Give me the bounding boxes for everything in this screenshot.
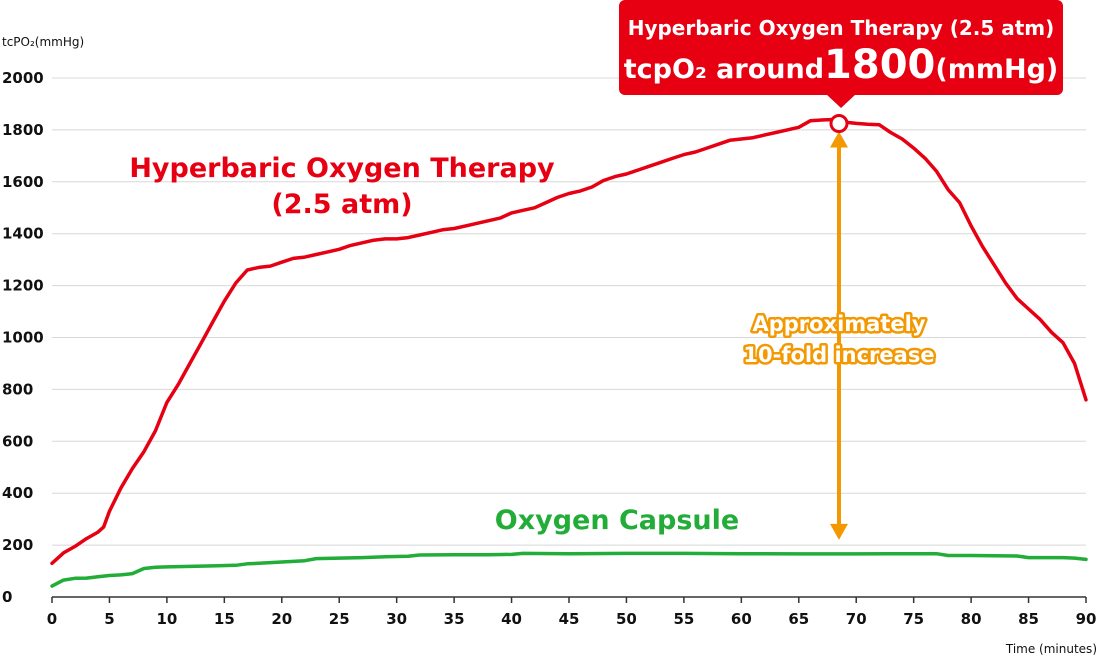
x-tick-20: 20	[271, 610, 292, 628]
y-tick-1800: 1800	[2, 121, 44, 139]
callout-unit: (mmHg)	[935, 54, 1058, 85]
x-tick-80: 80	[961, 610, 982, 628]
capsule-series-label: Oxygen Capsule	[495, 505, 739, 536]
callout-value-line: tcpO₂ around1800(mmHg)	[624, 42, 1058, 88]
y-tick-1200: 1200	[2, 277, 44, 295]
peak-callout: Hyperbaric Oxygen Therapy (2.5 atm) tcpO…	[619, 0, 1063, 108]
y-tick-0: 0	[2, 588, 12, 606]
x-tick-65: 65	[788, 610, 809, 628]
gridlines	[52, 77, 1086, 546]
x-axis-ticks: 0 5 10 15 20 25 30 35 40 45 50 55 60 65 70 75 80 85 90	[47, 597, 1097, 628]
x-tick-40: 40	[501, 610, 522, 628]
y-axis-title: tcPO₂(mmHg)	[2, 35, 84, 49]
hbot-series-label-line2: (2.5 atm)	[271, 189, 412, 220]
x-tick-10: 10	[156, 610, 177, 628]
x-tick-90: 90	[1076, 610, 1097, 628]
x-tick-85: 85	[1018, 610, 1039, 628]
peak-marker	[829, 114, 849, 134]
x-tick-75: 75	[903, 610, 924, 628]
callout-box	[619, 0, 1063, 95]
x-tick-60: 60	[731, 610, 752, 628]
hbot-series-label-line1: Hyperbaric Oxygen Therapy	[129, 153, 555, 184]
annotation-layer: Approximately 10-fold increase	[741, 114, 937, 540]
y-tick-1600: 1600	[2, 173, 44, 191]
fold-annotation-line1: Approximately	[752, 312, 925, 336]
x-tick-15: 15	[214, 610, 235, 628]
x-tick-35: 35	[444, 610, 465, 628]
fold-arrow-head-top	[829, 131, 848, 148]
x-tick-45: 45	[559, 610, 580, 628]
callout-prefix: tcpO₂ around	[624, 54, 824, 85]
x-tick-50: 50	[616, 610, 637, 628]
capsule-series-line	[50, 551, 1088, 588]
x-tick-30: 30	[386, 610, 407, 628]
x-tick-5: 5	[104, 610, 114, 628]
callout-pointer	[826, 94, 856, 108]
y-axis-ticks: 0 200 400 600 800 1000 1200 1400 1600 1800 2000	[2, 69, 44, 606]
fold-annotation-line2: 10-fold increase	[743, 343, 934, 367]
x-axis-title: Time (minutes)	[1005, 642, 1097, 656]
fold-arrow-head-bottom	[829, 523, 848, 540]
x-tick-0: 0	[47, 610, 57, 628]
y-tick-600: 600	[2, 432, 33, 450]
callout-value: 1800	[824, 42, 935, 88]
y-tick-400: 400	[2, 484, 33, 502]
y-tick-800: 800	[2, 380, 33, 398]
y-tick-200: 200	[2, 536, 33, 554]
x-tick-70: 70	[846, 610, 867, 628]
y-tick-1000: 1000	[2, 329, 44, 347]
y-tick-2000: 2000	[2, 69, 44, 87]
y-tick-1400: 1400	[2, 225, 44, 243]
hbot-series-line	[50, 117, 1088, 566]
x-tick-55: 55	[673, 610, 694, 628]
series-layer	[50, 117, 1088, 588]
x-tick-25: 25	[329, 610, 350, 628]
callout-title: Hyperbaric Oxygen Therapy (2.5 atm)	[628, 16, 1055, 40]
